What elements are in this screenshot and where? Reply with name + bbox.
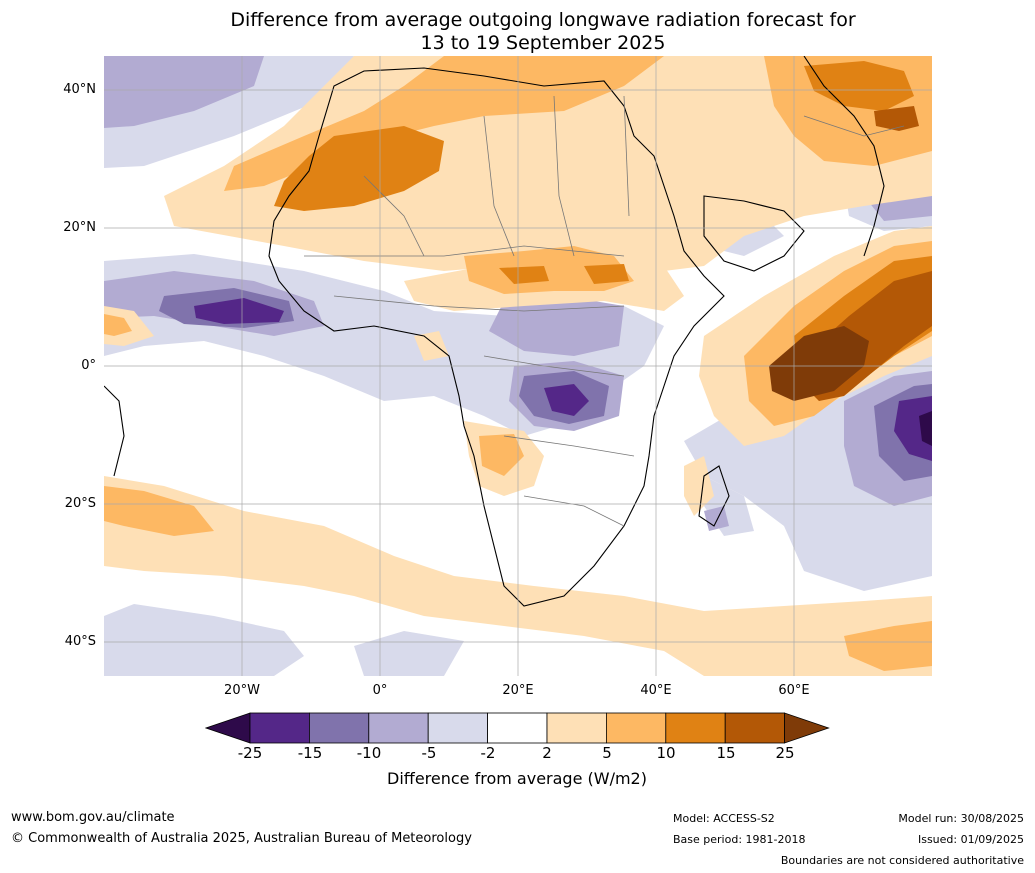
chart-title: Difference from average outgoing longwav… [0,9,1035,55]
colorbar-extend-low [205,712,251,744]
olr-anomaly-map [104,56,932,676]
colorbar-tick: 2 [542,744,552,762]
lat-label-40n: 40°N [63,82,96,97]
colorbar-cell [427,712,488,744]
lon-label-40e: 40°E [640,683,672,698]
colorbar-title: Difference from average (W/m2) [387,769,647,788]
colorbar-tick: -15 [297,744,323,762]
footer-website: www.bom.gov.au/climate [11,810,175,825]
colorbar-tick: 15 [716,744,736,762]
colorbar-tick: -5 [421,744,437,762]
colorbar-cell [368,712,429,744]
coastlines [104,56,885,607]
lat-label-40s: 40°S [64,634,96,649]
footer-base-period: Base period: 1981-2018 [673,833,806,846]
colorbar-cell [546,712,607,744]
colorbar-extend-high [784,712,830,744]
colorbar-tick: 10 [656,744,676,762]
anomaly-deep-purple [194,298,932,461]
lon-label-60e: 60°E [778,683,810,698]
lat-label-20s: 20°S [64,496,96,511]
title-line-2: 13 to 19 September 2025 [420,32,666,54]
footer-model: Model: ACCESS-S2 [673,812,775,825]
country-borders [304,95,905,527]
map-canvas [104,56,932,676]
lat-label-20n: 20°N [63,220,96,235]
footer-issued: Issued: 01/09/2025 [917,833,1024,846]
colorbar-cell [665,712,726,744]
colorbar-cell [487,712,548,744]
anomaly-darkest-purple [919,411,932,446]
colorbar-tick: -2 [480,744,496,762]
footer-copyright: © Commonwealth of Australia 2025, Austra… [11,831,472,846]
footer-disclaimer: Boundaries are not considered authoritat… [780,854,1024,867]
colorbar-cell [605,712,667,744]
colorbar-cell [249,712,310,744]
colorbar-tick: -25 [237,744,263,762]
lon-label-20e: 20°E [502,683,534,698]
footer-model-run: Model run: 30/08/2025 [898,812,1024,825]
lon-label-20w: 20°W [224,683,260,698]
title-line-1: Difference from average outgoing longwav… [230,9,856,31]
colorbar [205,712,830,744]
colorbar-cell [309,712,370,744]
lat-label-0: 0° [81,358,96,373]
colorbar-tick: 5 [602,744,612,762]
lon-label-0: 0° [372,683,388,698]
colorbar-tick: -10 [356,744,382,762]
colorbar-cell [724,712,786,744]
graticule [104,56,932,676]
colorbar-tick: 25 [775,744,795,762]
